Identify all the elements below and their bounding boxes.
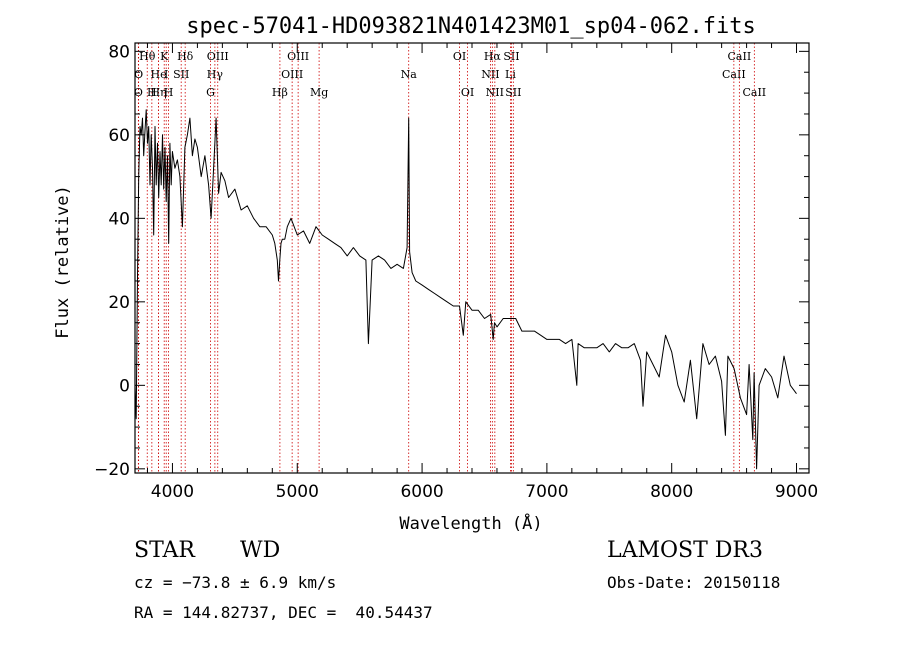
x-tick-label-8000: 8000	[650, 482, 693, 502]
spectrum-line-0	[134, 109, 797, 470]
y-tick-label-60: 60	[108, 126, 130, 146]
line-label-6: K	[160, 50, 169, 63]
line-label-12: Hγ	[207, 68, 224, 81]
plot-area: OOHθHHeHηKIHSIIHδGHγOIIIHβOIIIOIIIMgNaOI…	[94, 42, 818, 502]
line-label-1: O	[134, 68, 143, 81]
object-subclass: WD	[240, 538, 281, 563]
line-label-23: Hα	[484, 50, 502, 63]
line-label-25: SII	[503, 50, 519, 63]
line-label-10: Hδ	[177, 50, 194, 63]
line-label-17: Mg	[310, 86, 328, 99]
line-label-15: OIII	[281, 68, 303, 81]
line-label-28: CaII	[728, 50, 752, 63]
line-label-8: H	[164, 86, 174, 99]
line-label-9: SII	[173, 68, 189, 81]
line-label-24: Li	[505, 68, 516, 81]
ra-dec: RA = 144.82737, DEC = 40.54437	[134, 603, 433, 622]
x-tick-label-6000: 6000	[400, 482, 443, 502]
plot-frame	[134, 42, 810, 474]
y-tick-label-0: 0	[119, 376, 130, 396]
line-label-18: Na	[401, 68, 418, 81]
cz-value: cz = −73.8 ± 6.9 km/s	[134, 573, 337, 592]
line-label-21: NII	[481, 68, 499, 81]
line-label-29: CaII	[742, 86, 766, 99]
line-label-13: OIII	[207, 50, 229, 63]
x-tick-label-9000: 9000	[775, 482, 818, 502]
x-axis-label: Wavelength (Å)	[399, 512, 542, 534]
line-label-2: Hθ	[139, 50, 156, 63]
x-tick-label-4000: 4000	[151, 482, 194, 502]
y-tick-label-40: 40	[108, 209, 130, 229]
line-label-5: Hη	[150, 86, 166, 99]
x-tick-label-7000: 7000	[525, 482, 568, 502]
obs-date: Obs-Date: 20150118	[607, 573, 781, 592]
line-label-11: G	[206, 86, 215, 99]
x-tick-label-5000: 5000	[276, 482, 319, 502]
line-label-3: H	[147, 86, 157, 99]
line-label-16: OIII	[287, 50, 309, 63]
y-tick-label-20: 20	[108, 293, 130, 313]
line-label-19: OI	[453, 50, 466, 63]
line-label-20: OI	[461, 86, 474, 99]
y-tick-label--20: −20	[94, 460, 130, 480]
object-class: STAR	[134, 538, 195, 563]
line-label-22: NII	[486, 86, 504, 99]
line-label-14: Hβ	[272, 86, 288, 99]
line-label-27: CaII	[722, 68, 746, 81]
y-axis-label: Flux (relative)	[53, 185, 73, 339]
line-label-7: I	[164, 68, 168, 81]
survey-name: LAMOST DR3	[607, 538, 763, 563]
chart-title: spec-57041-HD093821N401423M01_sp04-062.f…	[186, 14, 756, 39]
line-label-26: SII	[505, 86, 521, 99]
y-tick-label-80: 80	[108, 42, 130, 62]
